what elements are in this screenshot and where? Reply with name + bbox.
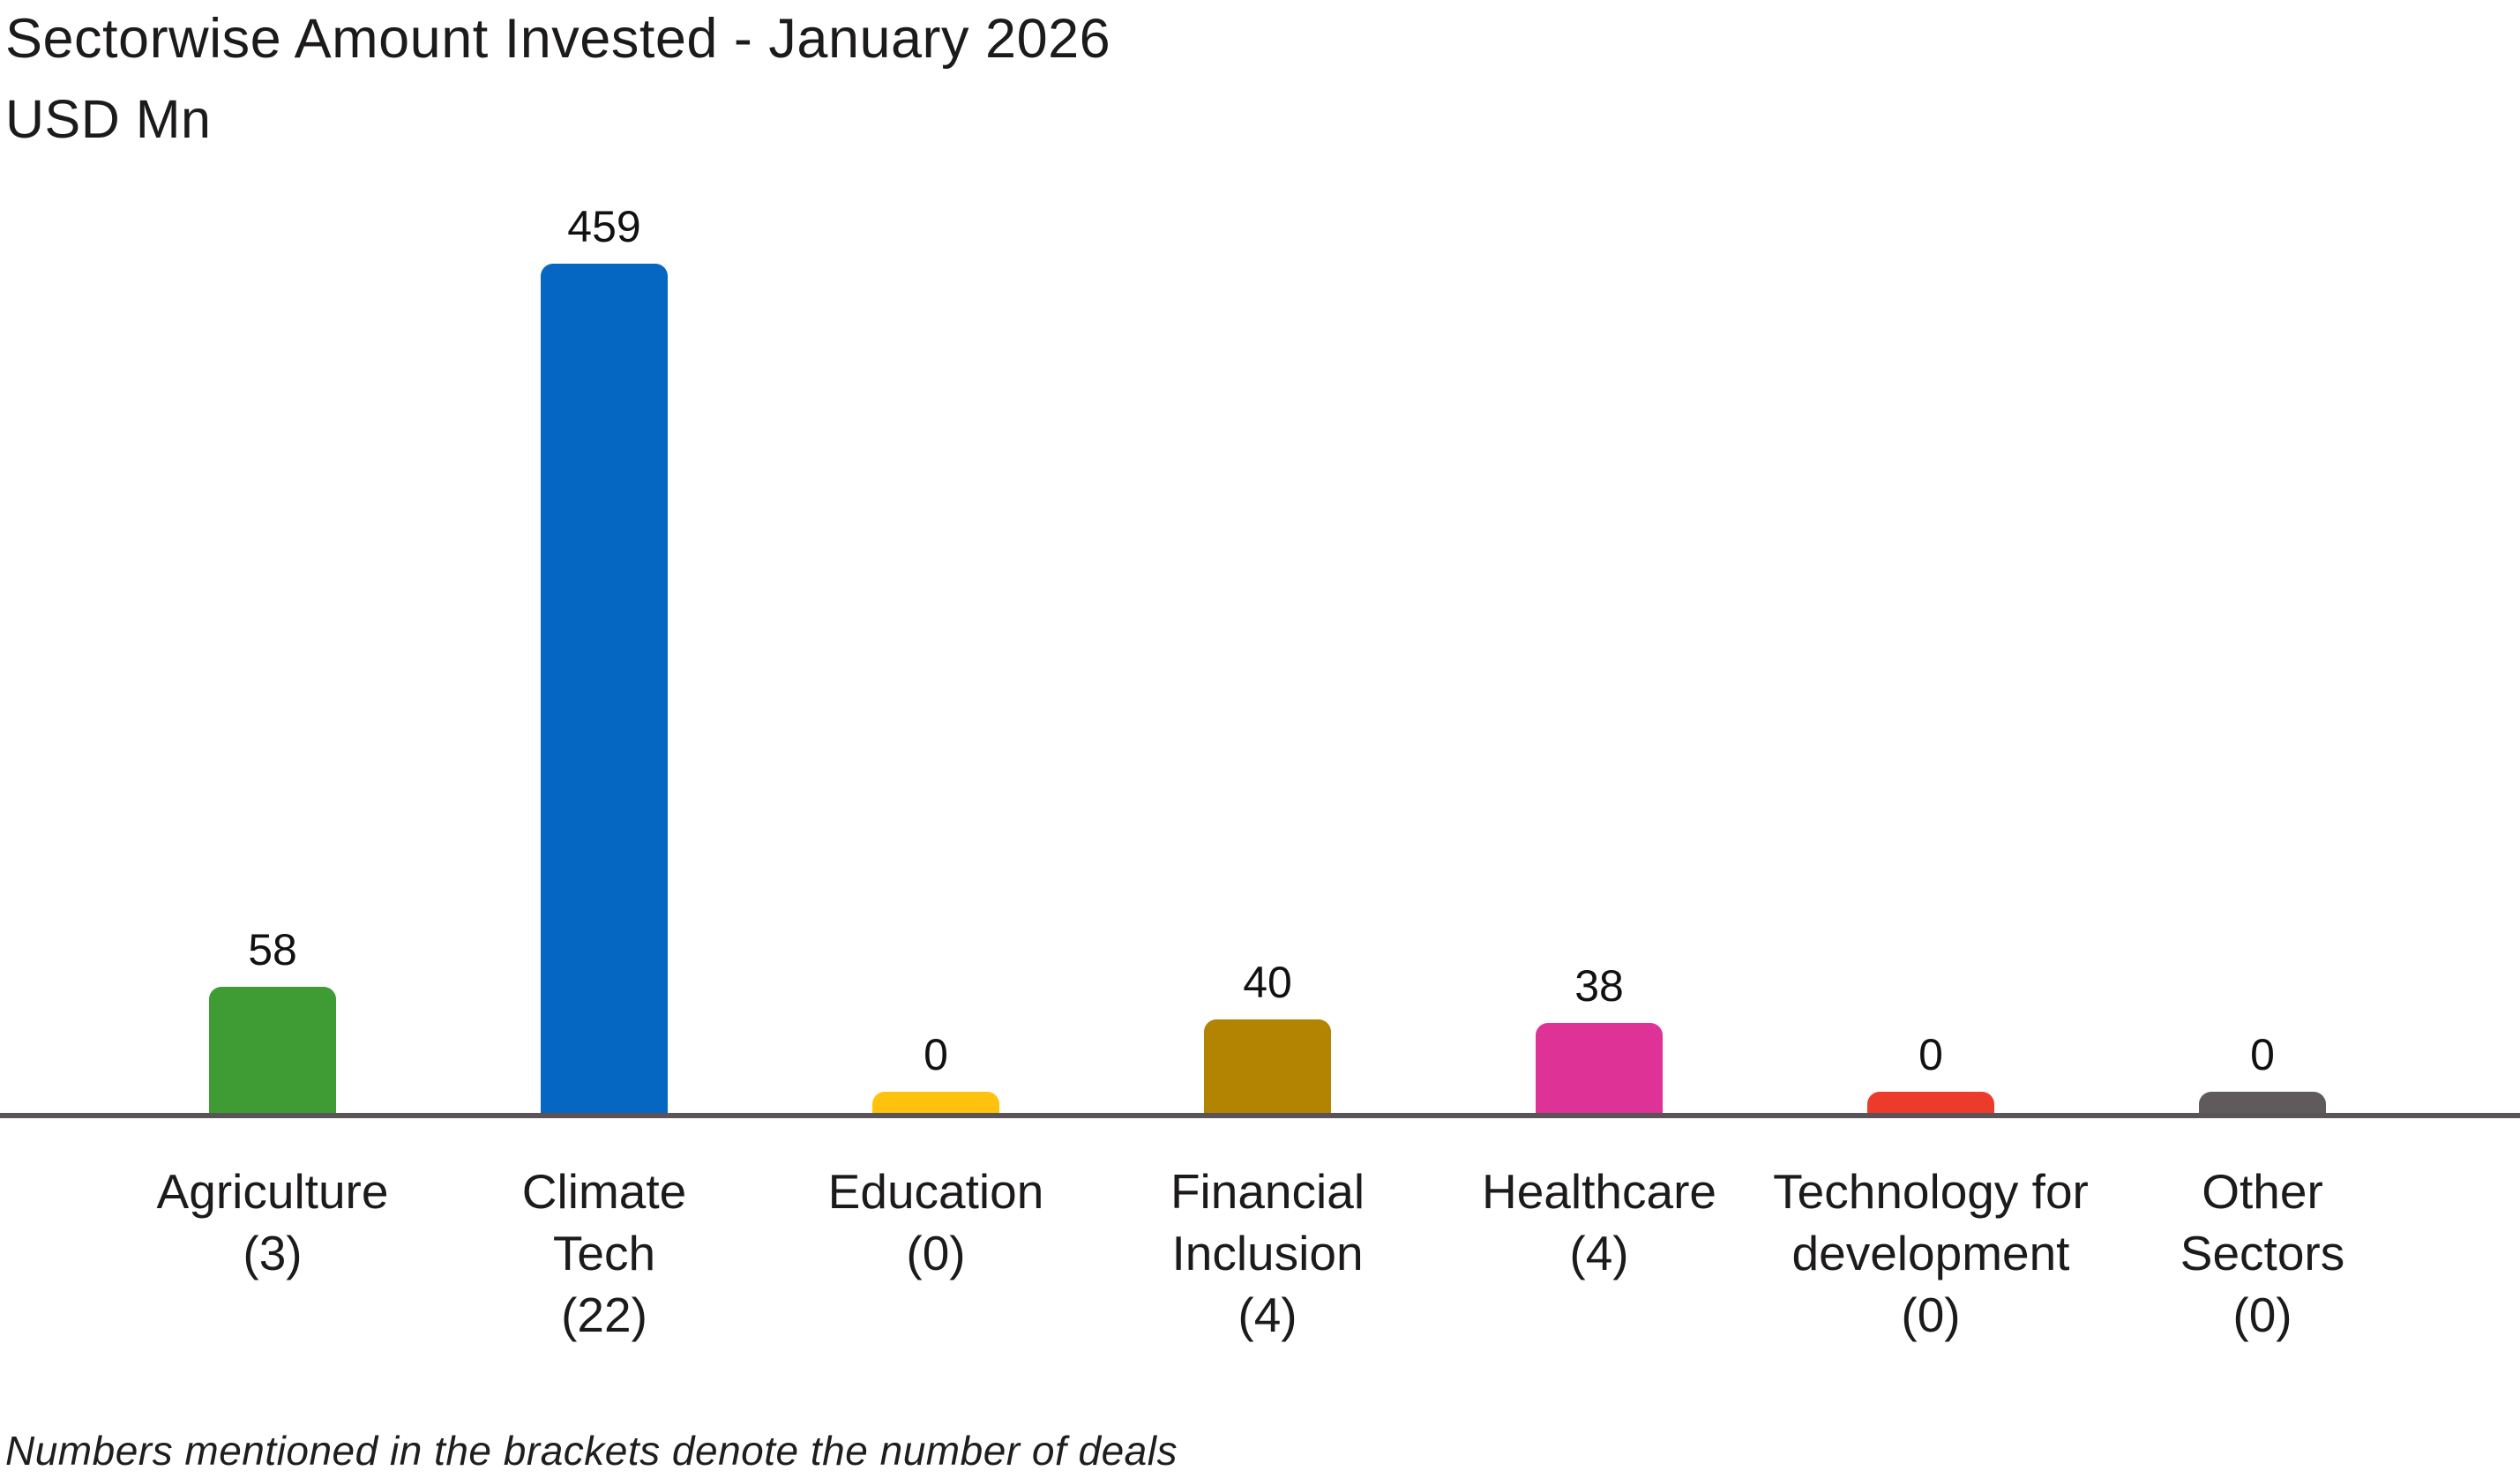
chart-title: Sectorwise Amount Invested - January 202… bbox=[5, 8, 1111, 70]
bar-value-label: 38 bbox=[1574, 961, 1624, 1011]
category-label-line: Technology for bbox=[1773, 1164, 2089, 1219]
bar bbox=[209, 987, 336, 1114]
x-axis-line bbox=[0, 1113, 2520, 1118]
category-label: Healthcare (4) bbox=[1414, 1161, 1784, 1284]
category-label-line: Financial bbox=[1170, 1164, 1365, 1219]
category-label: Other Sectors (0) bbox=[2077, 1161, 2448, 1346]
bar bbox=[2199, 1092, 2326, 1114]
bar bbox=[1536, 1023, 1663, 1114]
footnote: Numbers mentioned in the brackets denote… bbox=[5, 1428, 1178, 1474]
bar bbox=[1867, 1092, 1994, 1114]
category-label-line: Climate bbox=[521, 1164, 687, 1219]
category-label: Climate Tech (22) bbox=[419, 1161, 789, 1346]
category-label: Agriculture (3) bbox=[87, 1161, 458, 1284]
category-label-line: (3) bbox=[243, 1226, 303, 1280]
bar bbox=[1204, 1019, 1331, 1114]
bar-value-label: 459 bbox=[567, 202, 641, 251]
category-label-line: (4) bbox=[1569, 1226, 1629, 1280]
category-label: Financial Inclusion (4) bbox=[1082, 1161, 1453, 1346]
bar-value-label: 58 bbox=[248, 925, 297, 974]
category-label: Education (0) bbox=[751, 1161, 1121, 1284]
category-label-line: Education bbox=[827, 1164, 1044, 1219]
category-label-line: (0) bbox=[2232, 1288, 2292, 1342]
category-label-line: Inclusion bbox=[1171, 1226, 1364, 1280]
bar bbox=[541, 264, 668, 1114]
category-label-line: development bbox=[1791, 1226, 2070, 1280]
category-label-line: (22) bbox=[561, 1288, 647, 1342]
category-label-line: (0) bbox=[1901, 1288, 1961, 1342]
category-label-line: Tech bbox=[552, 1226, 656, 1280]
bar bbox=[872, 1092, 999, 1114]
category-label-line: (4) bbox=[1238, 1288, 1297, 1342]
category-label-line: Other bbox=[2202, 1164, 2323, 1219]
bar-value-label: 40 bbox=[1243, 958, 1292, 1007]
bar-value-label: 0 bbox=[1918, 1030, 1943, 1079]
category-label-line: (0) bbox=[906, 1226, 966, 1280]
bar-value-label: 0 bbox=[924, 1030, 948, 1079]
category-label: Technology for development (0) bbox=[1746, 1161, 2116, 1346]
chart-unit-label: USD Mn bbox=[5, 89, 212, 149]
category-label-line: Sectors bbox=[2180, 1226, 2345, 1280]
bar-value-label: 0 bbox=[2250, 1030, 2275, 1079]
category-label-line: Agriculture bbox=[156, 1164, 389, 1219]
category-label-line: Healthcare bbox=[1482, 1164, 1716, 1219]
